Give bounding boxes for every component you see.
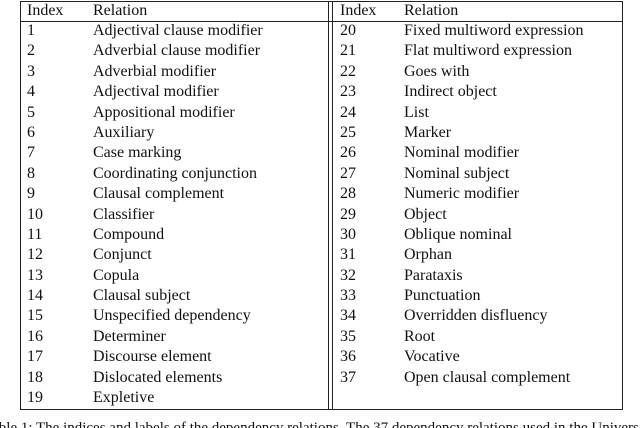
index-cell: 35 bbox=[340, 327, 356, 345]
relation-cell: Adverbial modifier bbox=[93, 62, 217, 80]
index-cell: 37 bbox=[340, 368, 356, 386]
relation-cell: Appositional modifier bbox=[93, 103, 235, 121]
rule-top bbox=[20, 1, 623, 2]
relation-cell: Orphan bbox=[404, 246, 452, 264]
index-cell: 10 bbox=[27, 205, 43, 223]
index-cell: 1 bbox=[27, 22, 35, 39]
index-cell: 34 bbox=[340, 307, 356, 325]
border-right bbox=[622, 1, 623, 410]
index-cell: 22 bbox=[340, 62, 356, 80]
column-header: Relation bbox=[404, 2, 459, 19]
relation-cell: Adjectival modifier bbox=[93, 83, 219, 101]
relation-cell: Adverbial clause modifier bbox=[93, 42, 261, 60]
index-cell: 14 bbox=[27, 287, 43, 305]
index-cell: 32 bbox=[340, 266, 356, 284]
index-cell: 16 bbox=[27, 327, 43, 345]
relation-cell: Flat multiword expression bbox=[404, 42, 572, 60]
index-cell: 2 bbox=[27, 42, 35, 60]
relation-cell: Clausal complement bbox=[93, 185, 225, 203]
index-cell: 9 bbox=[27, 185, 35, 203]
relation-cell: Adjectival clause modifier bbox=[93, 22, 263, 39]
index-cell: 28 bbox=[340, 185, 356, 203]
relation-cell: Numeric modifier bbox=[404, 185, 520, 203]
border-left bbox=[20, 1, 21, 410]
separator bbox=[332, 1, 333, 410]
relation-cell: Punctuation bbox=[404, 287, 481, 305]
relation-cell: Auxiliary bbox=[93, 123, 155, 141]
index-cell: 26 bbox=[340, 144, 356, 162]
index-cell: 31 bbox=[340, 246, 356, 264]
relation-cell: Parataxis bbox=[404, 266, 463, 284]
index-cell: 4 bbox=[27, 83, 35, 101]
relation-cell: Goes with bbox=[404, 62, 470, 80]
relation-cell: Expletive bbox=[93, 389, 155, 407]
index-cell: 21 bbox=[340, 42, 356, 60]
index-cell: 8 bbox=[27, 164, 35, 182]
relation-cell: Marker bbox=[404, 123, 452, 141]
relation-cell: List bbox=[404, 103, 429, 121]
relation-cell: Nominal subject bbox=[404, 164, 510, 182]
index-cell: 15 bbox=[27, 307, 43, 325]
index-cell: 11 bbox=[27, 225, 43, 243]
relation-cell: Coordinating conjunction bbox=[93, 164, 257, 182]
relation-cell: Root bbox=[404, 327, 436, 345]
relation-cell: Clausal subject bbox=[93, 287, 191, 305]
relation-cell: Classifier bbox=[93, 205, 155, 223]
separator bbox=[328, 1, 329, 410]
rule-bottom bbox=[20, 409, 623, 410]
relation-cell: Indirect object bbox=[404, 83, 497, 101]
relation-cell: Discourse element bbox=[93, 348, 212, 366]
index-cell: 7 bbox=[27, 144, 35, 162]
relation-cell: Fixed multiword expression bbox=[404, 22, 584, 39]
index-cell: 6 bbox=[27, 123, 35, 141]
index-cell: 19 bbox=[27, 389, 43, 407]
relation-cell: Conjunct bbox=[93, 246, 152, 264]
index-cell: 3 bbox=[27, 62, 35, 80]
relation-cell: Copula bbox=[93, 266, 140, 284]
relation-cell: Overridden disfluency bbox=[404, 307, 548, 325]
relation-cell: Open clausal complement bbox=[404, 368, 571, 386]
column-header: Relation bbox=[93, 2, 148, 19]
relation-cell: Determiner bbox=[93, 327, 166, 345]
index-cell: 25 bbox=[340, 123, 356, 141]
index-cell: 33 bbox=[340, 287, 356, 305]
rule-header bbox=[20, 21, 623, 22]
relation-cell: Case marking bbox=[93, 144, 182, 162]
index-cell: 29 bbox=[340, 205, 356, 223]
relation-cell: Nominal modifier bbox=[404, 144, 520, 162]
relation-cell: Compound bbox=[93, 225, 165, 243]
index-cell: 36 bbox=[340, 348, 356, 366]
index-cell: 23 bbox=[340, 83, 356, 101]
caption: Table 1: The indices and labels of the d… bbox=[0, 420, 640, 428]
relation-cell: Dislocated elements bbox=[93, 368, 223, 386]
index-cell: 12 bbox=[27, 246, 43, 264]
index-cell: 5 bbox=[27, 103, 35, 121]
column-header: Index bbox=[27, 2, 64, 19]
index-cell: 18 bbox=[27, 368, 43, 386]
index-cell: 20 bbox=[340, 22, 356, 39]
index-cell: 13 bbox=[27, 266, 43, 284]
index-cell: 17 bbox=[27, 348, 43, 366]
relation-cell: Object bbox=[404, 205, 447, 223]
index-cell: 30 bbox=[340, 225, 356, 243]
index-cell: 27 bbox=[340, 164, 356, 182]
relation-cell: Unspecified dependency bbox=[93, 307, 251, 325]
relation-cell: Vocative bbox=[404, 348, 460, 366]
column-header: Index bbox=[340, 2, 377, 19]
relation-cell: Oblique nominal bbox=[404, 225, 512, 243]
index-cell: 24 bbox=[340, 103, 356, 121]
